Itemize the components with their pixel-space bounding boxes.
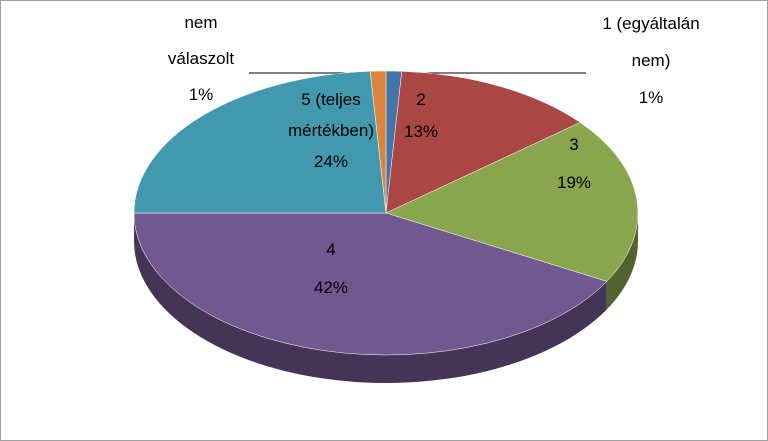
slice xyxy=(385,122,639,282)
slice xyxy=(133,71,387,214)
category-label: 4 xyxy=(326,240,336,259)
value-label: 19% xyxy=(556,173,592,192)
slice-label: 2 13% xyxy=(386,84,456,148)
value-label: 24% xyxy=(313,152,349,171)
category-label: nem válaszolt xyxy=(167,13,235,68)
value-label: 1% xyxy=(188,85,214,104)
category-label: 5 (teljes mértékben) xyxy=(288,90,374,140)
value-label: 1% xyxy=(638,88,664,107)
slice-label: 3 19% xyxy=(539,126,609,202)
slice-side xyxy=(134,213,607,384)
slice-label: 1 (egyáltalán nem) 1% xyxy=(601,5,701,116)
category-label: 1 (egyáltalán nem) xyxy=(602,14,700,70)
value-label: 13% xyxy=(403,122,439,141)
slice-label: nem válaszolt 1% xyxy=(156,5,246,113)
slice xyxy=(369,70,387,214)
slice-label: 5 (teljes mértékben) 24% xyxy=(275,84,387,177)
slice xyxy=(385,71,581,214)
value-label: 42% xyxy=(313,278,349,297)
pie xyxy=(133,70,639,384)
category-label: 2 xyxy=(416,90,426,109)
slice-label: 4 42% xyxy=(296,231,366,307)
category-label: 3 xyxy=(569,135,579,154)
slice-side xyxy=(606,213,638,310)
slice xyxy=(133,212,608,356)
